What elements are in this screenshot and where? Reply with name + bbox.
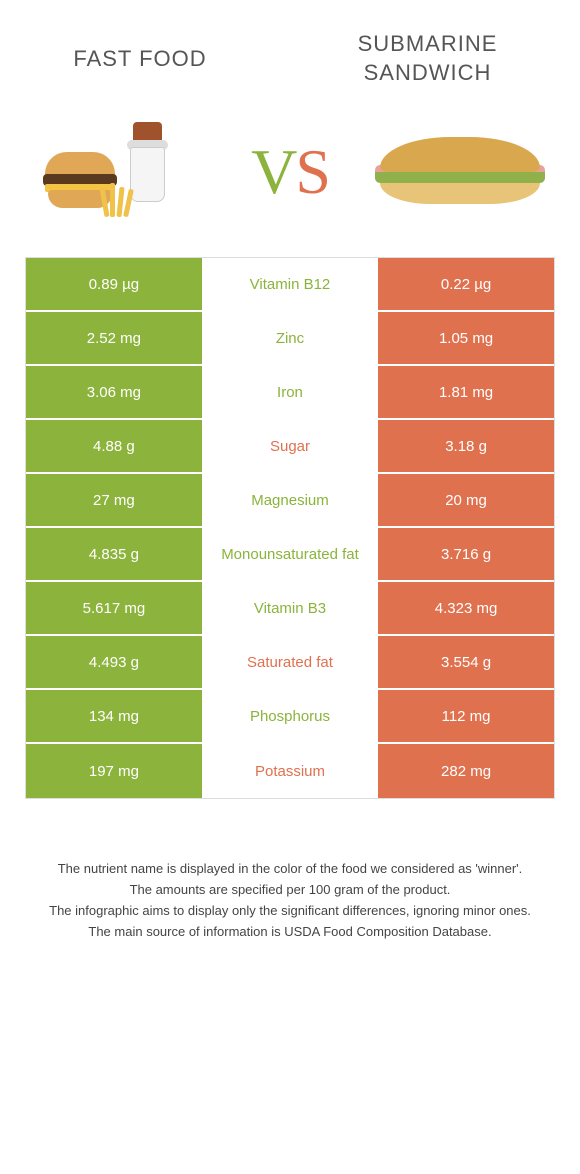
submarine-sandwich-image	[370, 117, 550, 227]
value-left: 4.493 g	[26, 636, 202, 688]
nutrient-name: Sugar	[202, 420, 378, 472]
value-left: 3.06 mg	[26, 366, 202, 418]
table-row: 5.617 mgVitamin B34.323 mg	[26, 582, 554, 636]
table-row: 4.835 gMonounsaturated fat3.716 g	[26, 528, 554, 582]
title-fast-food: FAST FOOD	[40, 46, 240, 72]
table-row: 2.52 mgZinc1.05 mg	[26, 312, 554, 366]
value-left: 2.52 mg	[26, 312, 202, 364]
value-right: 3.554 g	[378, 636, 554, 688]
footer-line-1: The nutrient name is displayed in the co…	[40, 859, 540, 880]
value-left: 0.89 µg	[26, 258, 202, 310]
table-row: 27 mgMagnesium20 mg	[26, 474, 554, 528]
value-left: 5.617 mg	[26, 582, 202, 634]
value-right: 3.716 g	[378, 528, 554, 580]
nutrient-name: Potassium	[202, 744, 378, 798]
header: FAST FOOD SUBMARINE SANDWICH	[0, 0, 580, 97]
nutrient-name: Vitamin B3	[202, 582, 378, 634]
table-row: 4.88 gSugar3.18 g	[26, 420, 554, 474]
nutrient-name: Iron	[202, 366, 378, 418]
value-right: 0.22 µg	[378, 258, 554, 310]
value-right: 282 mg	[378, 744, 554, 798]
fast-food-image	[30, 117, 210, 227]
table-row: 4.493 gSaturated fat3.554 g	[26, 636, 554, 690]
footer-line-4: The main source of information is USDA F…	[40, 922, 540, 943]
nutrient-name: Magnesium	[202, 474, 378, 526]
value-right: 4.323 mg	[378, 582, 554, 634]
value-left: 4.835 g	[26, 528, 202, 580]
value-left: 4.88 g	[26, 420, 202, 472]
value-right: 3.18 g	[378, 420, 554, 472]
table-row: 134 mgPhosphorus112 mg	[26, 690, 554, 744]
vs-v: V	[251, 136, 295, 207]
title-submarine-sandwich: SUBMARINE SANDWICH	[315, 30, 540, 87]
nutrient-name: Vitamin B12	[202, 258, 378, 310]
value-right: 20 mg	[378, 474, 554, 526]
table-row: 3.06 mgIron1.81 mg	[26, 366, 554, 420]
value-right: 1.81 mg	[378, 366, 554, 418]
nutrition-table: 0.89 µgVitamin B120.22 µg2.52 mgZinc1.05…	[25, 257, 555, 799]
table-row: 0.89 µgVitamin B120.22 µg	[26, 258, 554, 312]
footer-notes: The nutrient name is displayed in the co…	[0, 799, 580, 962]
nutrient-name: Phosphorus	[202, 690, 378, 742]
value-right: 1.05 mg	[378, 312, 554, 364]
vs-s: S	[295, 136, 329, 207]
value-right: 112 mg	[378, 690, 554, 742]
nutrient-name: Saturated fat	[202, 636, 378, 688]
value-left: 27 mg	[26, 474, 202, 526]
footer-line-3: The infographic aims to display only the…	[40, 901, 540, 922]
nutrient-name: Zinc	[202, 312, 378, 364]
nutrient-name: Monounsaturated fat	[202, 528, 378, 580]
value-left: 197 mg	[26, 744, 202, 798]
footer-line-2: The amounts are specified per 100 gram o…	[40, 880, 540, 901]
table-row: 197 mgPotassium282 mg	[26, 744, 554, 798]
vs-label: VS	[251, 135, 329, 209]
vs-row: VS	[0, 97, 580, 257]
value-left: 134 mg	[26, 690, 202, 742]
